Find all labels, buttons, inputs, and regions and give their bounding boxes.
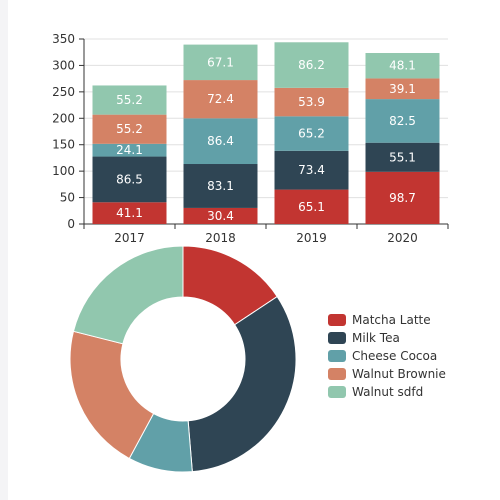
bar-segment [183,44,258,81]
bar-chart-bars: 41.1 86.5 24.1 55.2 55.2 30.4 83.1 86.4 72.4 67.1… [92,42,440,224]
bar-segment [183,118,258,165]
legend-swatch [328,314,346,326]
bar-data-label: 67.1 [207,55,234,69]
y-tick-label: 100 [52,164,75,178]
bar-segment [274,189,349,224]
bar-segment [92,143,167,157]
legend-label: Walnut sdfd [352,385,423,399]
bar-data-label: 98.7 [389,191,416,205]
bar-data-label: 86.2 [298,58,325,72]
legend-label: Matcha Latte [352,313,431,327]
bar-data-label: 72.4 [207,92,234,106]
y-tick-label: 350 [52,32,75,46]
bar-segment [274,42,349,88]
bar-segment [183,80,258,119]
legend-label: Cheese Cocoa [352,349,437,363]
legend-swatch [328,350,346,362]
bar-data-label: 41.1 [116,206,143,220]
y-tick-label: 300 [52,58,75,72]
legend-swatch [328,368,346,380]
bar-segment [274,150,349,190]
x-tick-label: 2020 [387,231,418,245]
bar-segment [365,142,440,172]
donut-chart [69,245,297,473]
legend-label: Milk Tea [352,331,400,345]
bar-data-label: 86.5 [116,172,143,186]
bar-segment [92,202,167,224]
bar-data-label: 82.5 [389,114,416,128]
bar-data-label: 55.2 [116,93,143,107]
bar-data-label: 24.1 [116,143,143,157]
legend-label: Walnut Brownie [352,367,446,381]
bar-data-label: 65.1 [298,200,325,214]
legend-swatch [328,332,346,344]
bar-segment [274,87,349,117]
bar-data-label: 83.1 [207,179,234,193]
bar-segment [183,207,258,224]
bar-segment [183,164,258,208]
x-tick-label: 2019 [296,231,327,245]
bar-data-label: 30.4 [207,209,234,223]
bar-data-label: 86.4 [207,134,234,148]
bar-data-label: 73.4 [298,163,325,177]
y-tick-label: 200 [52,111,75,125]
bar-data-label: 53.9 [298,95,325,109]
bar-segment [92,114,167,144]
x-tick-label: 2017 [114,231,145,245]
pie-slice [187,295,297,473]
bar-segment [274,116,349,151]
y-tick-label: 0 [67,217,75,231]
bar-data-label: 65.2 [298,127,325,141]
bar-data-label: 55.2 [116,122,143,136]
bar-segment [365,78,440,100]
bar-segment [365,53,440,79]
bar-data-label: 55.1 [389,150,416,164]
donut-legend: Matcha Latte Milk Tea Cheese Cocoa Walnut B… [328,313,446,399]
bar-data-label: 48.1 [389,59,416,73]
bar-segment [92,156,167,203]
y-tick-label: 50 [60,191,75,205]
y-tick-label: 250 [52,85,75,99]
bar-segment [365,171,440,224]
bar-segment [365,99,440,143]
bar-segment [92,85,167,115]
x-tick-label: 2018 [205,231,236,245]
bar-data-label: 39.1 [389,82,416,96]
y-tick-label: 150 [52,138,75,152]
legend-swatch [328,386,346,398]
pie-slice [72,245,184,345]
